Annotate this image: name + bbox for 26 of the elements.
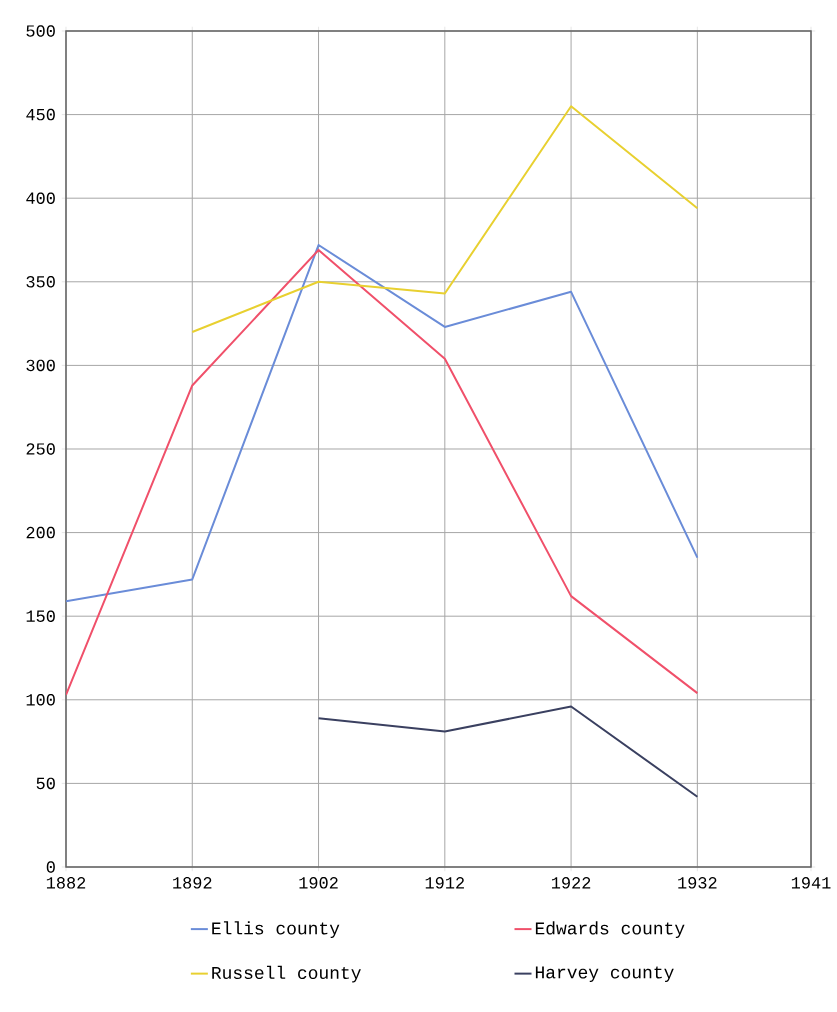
y-tick-label: 50 [36, 777, 55, 790]
line-series [66, 244, 699, 603]
y-tick-label: 500 [26, 25, 55, 37]
x-tick-label: 1902 [299, 877, 338, 889]
x-tick-label: 1922 [552, 877, 591, 889]
line-series [66, 249, 699, 696]
y-tick-label: 150 [26, 610, 55, 622]
x-tick-label: 1941 [791, 877, 831, 889]
legend-label: Russell county [212, 965, 361, 983]
y-tick-label: 0 [46, 861, 55, 873]
line-series [317, 705, 699, 798]
x-tick-label: 1912 [425, 877, 464, 889]
y-tick-label: 350 [26, 276, 55, 288]
line-series [191, 105, 699, 333]
y-tick-label: 450 [26, 108, 55, 121]
y-tick-label: 100 [26, 694, 55, 706]
x-tick-label: 1932 [678, 877, 717, 889]
x-tick-label: 1892 [173, 877, 212, 889]
y-tick-label: 400 [26, 192, 55, 204]
y-tick-label: 200 [26, 526, 55, 539]
legend-label: Ellis county [212, 921, 340, 939]
y-tick-label: 300 [26, 359, 55, 372]
y-tick-label: 250 [26, 443, 55, 455]
legend-label: Harvey county [535, 966, 674, 983]
legend-label: Edwards county [535, 921, 685, 939]
x-tick-label: 1882 [46, 877, 86, 889]
